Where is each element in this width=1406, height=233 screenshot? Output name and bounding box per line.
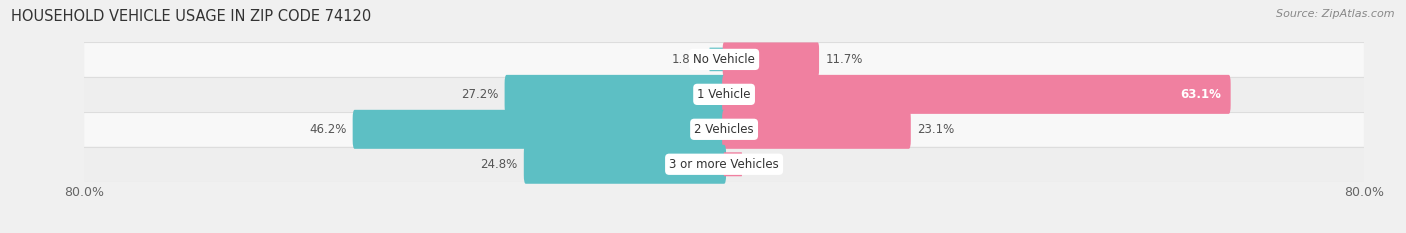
Text: 23.1%: 23.1% (917, 123, 955, 136)
Text: 63.1%: 63.1% (1180, 88, 1220, 101)
FancyBboxPatch shape (724, 152, 742, 176)
Text: HOUSEHOLD VEHICLE USAGE IN ZIP CODE 74120: HOUSEHOLD VEHICLE USAGE IN ZIP CODE 7412… (11, 9, 371, 24)
Text: 27.2%: 27.2% (461, 88, 499, 101)
Text: 1.8%: 1.8% (672, 53, 702, 66)
FancyBboxPatch shape (723, 110, 911, 149)
Text: No Vehicle: No Vehicle (693, 53, 755, 66)
FancyBboxPatch shape (84, 42, 1364, 77)
Text: 46.2%: 46.2% (309, 123, 347, 136)
FancyBboxPatch shape (710, 48, 724, 71)
Text: 11.7%: 11.7% (825, 53, 863, 66)
FancyBboxPatch shape (723, 42, 820, 76)
FancyBboxPatch shape (505, 75, 725, 114)
FancyBboxPatch shape (353, 110, 725, 149)
Text: 2.2%: 2.2% (749, 158, 779, 171)
Text: 2 Vehicles: 2 Vehicles (695, 123, 754, 136)
FancyBboxPatch shape (84, 77, 1364, 112)
Text: 1 Vehicle: 1 Vehicle (697, 88, 751, 101)
FancyBboxPatch shape (723, 75, 1230, 114)
FancyBboxPatch shape (84, 147, 1364, 182)
FancyBboxPatch shape (524, 145, 725, 184)
Text: 24.8%: 24.8% (481, 158, 517, 171)
FancyBboxPatch shape (84, 112, 1364, 147)
Text: Source: ZipAtlas.com: Source: ZipAtlas.com (1277, 9, 1395, 19)
Text: 3 or more Vehicles: 3 or more Vehicles (669, 158, 779, 171)
